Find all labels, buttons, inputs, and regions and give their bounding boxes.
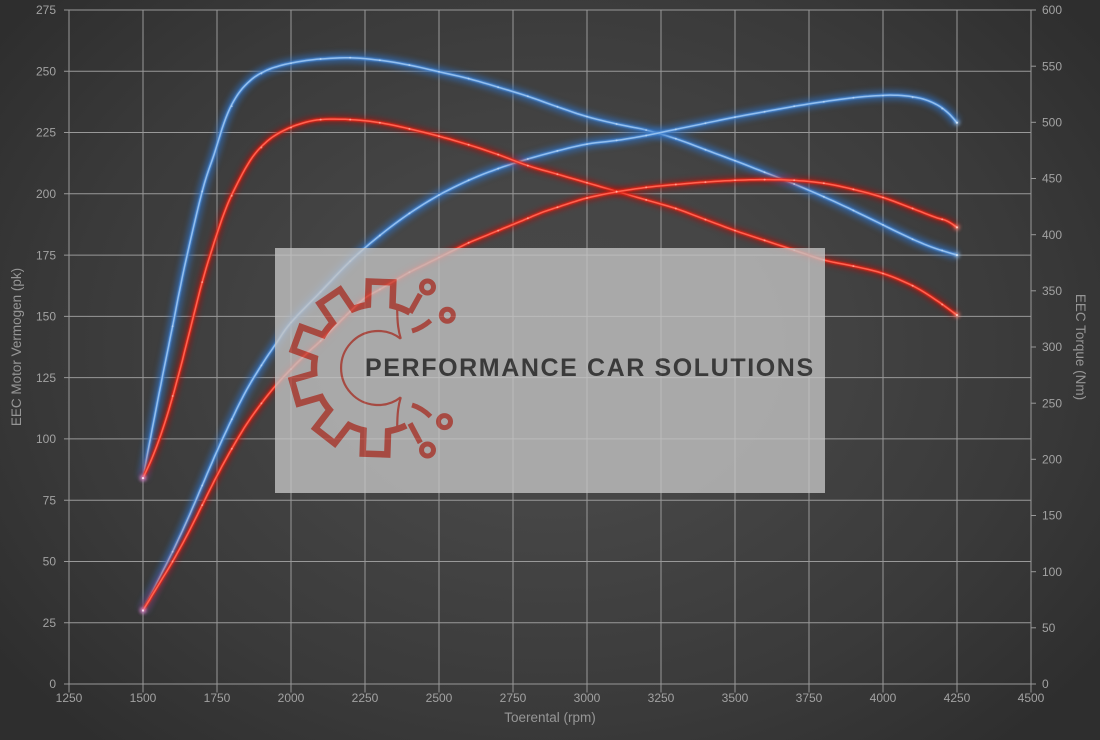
- svg-text:4000: 4000: [870, 691, 897, 705]
- svg-text:150: 150: [36, 310, 56, 324]
- svg-text:450: 450: [1042, 172, 1062, 186]
- svg-text:75: 75: [43, 493, 57, 507]
- svg-text:275: 275: [36, 3, 56, 17]
- svg-text:1250: 1250: [56, 691, 83, 705]
- svg-text:EEC Torque (Nm): EEC Torque (Nm): [1073, 294, 1088, 400]
- svg-text:150: 150: [1042, 509, 1062, 523]
- svg-text:50: 50: [43, 555, 57, 569]
- svg-text:200: 200: [36, 187, 56, 201]
- svg-text:50: 50: [1042, 621, 1056, 635]
- svg-text:550: 550: [1042, 59, 1062, 73]
- svg-text:0: 0: [49, 677, 56, 691]
- svg-text:100: 100: [36, 432, 56, 446]
- svg-text:2000: 2000: [278, 691, 305, 705]
- svg-text:250: 250: [1042, 396, 1062, 410]
- svg-text:1750: 1750: [204, 691, 231, 705]
- svg-text:2500: 2500: [426, 691, 453, 705]
- svg-text:2250: 2250: [352, 691, 379, 705]
- svg-text:25: 25: [43, 616, 57, 630]
- svg-text:100: 100: [1042, 565, 1062, 579]
- svg-text:350: 350: [1042, 284, 1062, 298]
- svg-text:500: 500: [1042, 116, 1062, 130]
- svg-text:3000: 3000: [574, 691, 601, 705]
- svg-text:Toerental (rpm): Toerental (rpm): [504, 710, 596, 725]
- svg-text:2750: 2750: [500, 691, 527, 705]
- svg-text:0: 0: [1042, 677, 1049, 691]
- svg-text:600: 600: [1042, 3, 1062, 17]
- svg-text:125: 125: [36, 371, 56, 385]
- svg-text:300: 300: [1042, 340, 1062, 354]
- svg-text:PERFORMANCE CAR SOLUTIONS: PERFORMANCE CAR SOLUTIONS: [365, 354, 815, 382]
- svg-text:3750: 3750: [796, 691, 823, 705]
- svg-text:3500: 3500: [722, 691, 749, 705]
- svg-text:3250: 3250: [648, 691, 675, 705]
- svg-text:175: 175: [36, 248, 56, 262]
- svg-text:225: 225: [36, 126, 56, 140]
- svg-text:250: 250: [36, 65, 56, 79]
- svg-text:400: 400: [1042, 228, 1062, 242]
- svg-text:4250: 4250: [944, 691, 971, 705]
- svg-text:EEC Motor Vermogen (pk): EEC Motor Vermogen (pk): [9, 268, 24, 426]
- svg-text:4500: 4500: [1018, 691, 1045, 705]
- svg-text:1500: 1500: [130, 691, 157, 705]
- svg-text:200: 200: [1042, 453, 1062, 467]
